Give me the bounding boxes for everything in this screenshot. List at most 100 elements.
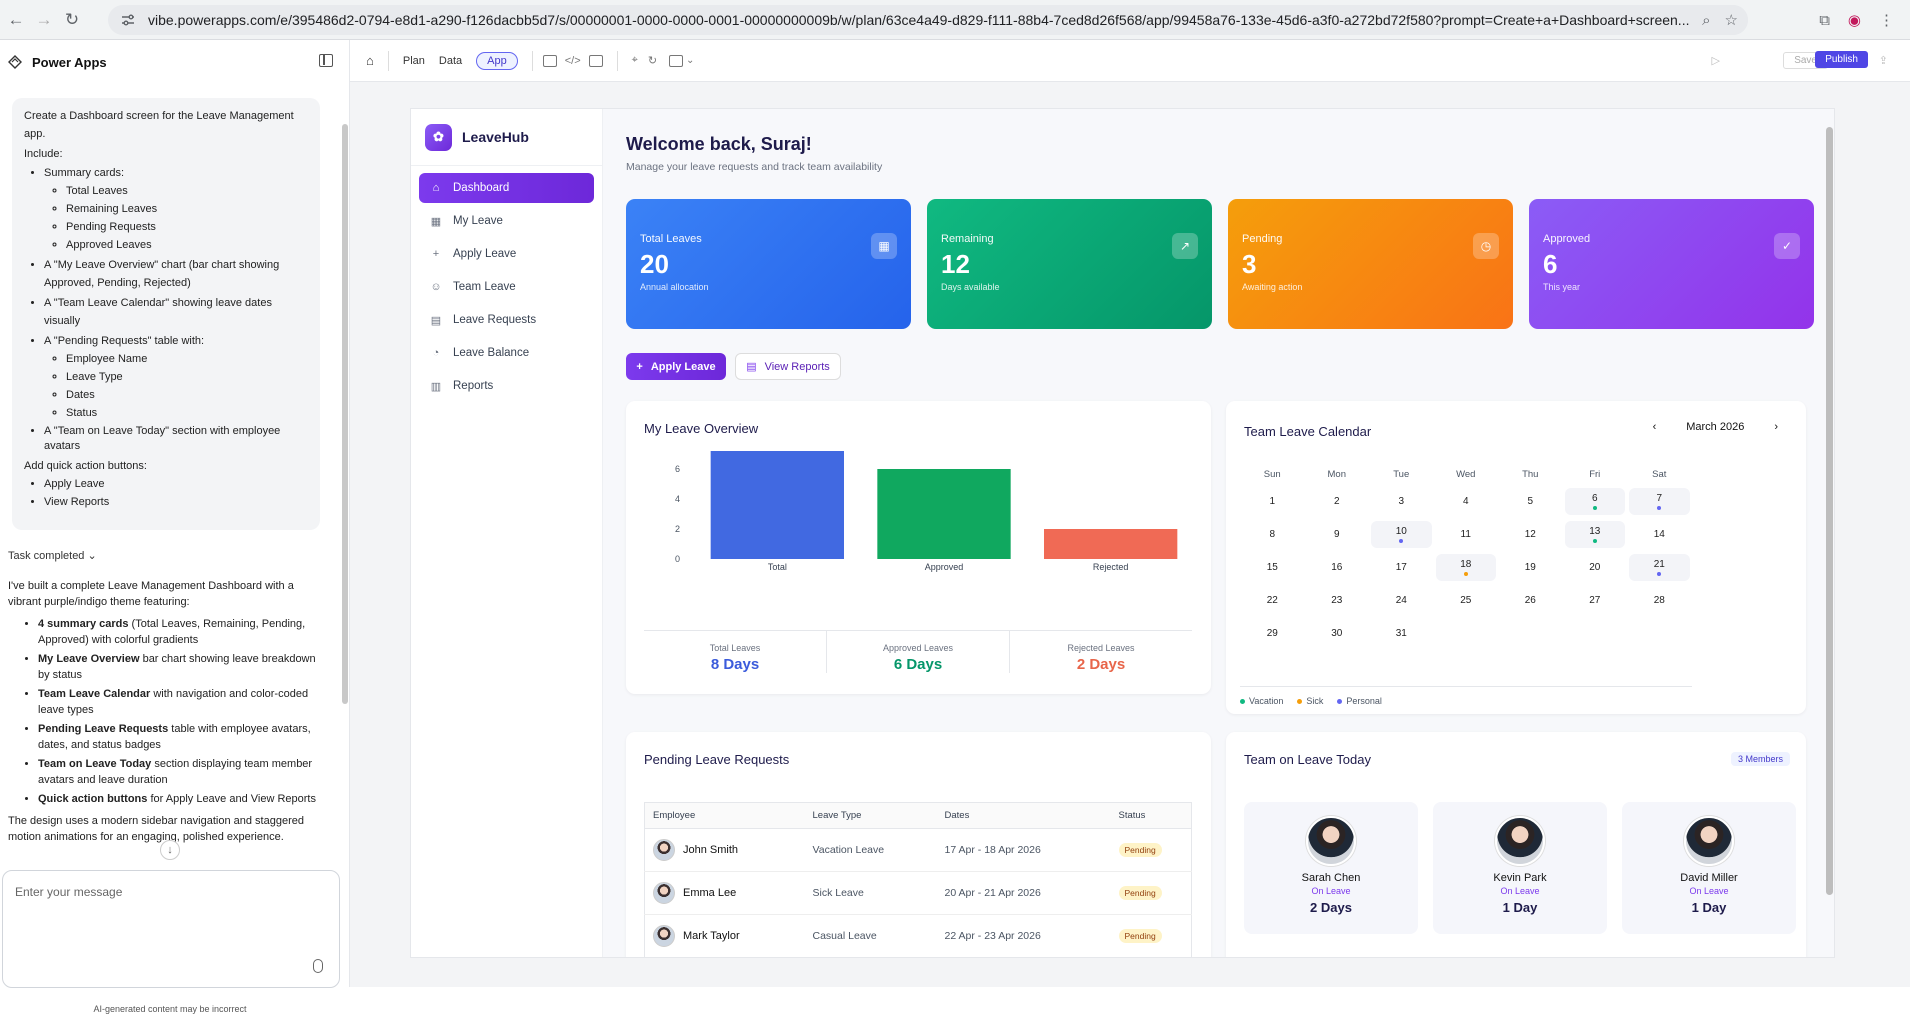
summary-card-total leaves[interactable]: Total Leaves 20 Annual allocation ▦ <box>626 199 911 329</box>
device-icon[interactable] <box>669 54 684 67</box>
calendar-day[interactable]: 27 <box>1563 584 1628 617</box>
canvas-scrollbar[interactable] <box>1824 119 1834 944</box>
site-settings-icon[interactable] <box>120 12 136 28</box>
scroll-down-icon[interactable]: ↓ <box>160 840 180 860</box>
column-header: Employee <box>644 802 805 829</box>
legend-label: Personal <box>1346 696 1382 706</box>
card-label: Pending <box>1242 233 1283 245</box>
calendar-day[interactable]: 17 <box>1369 551 1434 584</box>
prompt-item-text: A "Pending Requests" table with: <box>44 335 205 347</box>
chevron-left-icon[interactable]: ‹ <box>1652 421 1657 433</box>
table-row[interactable]: Emma Lee Sick Leave 20 Apr - 21 Apr 2026 Pe… <box>644 871 1192 915</box>
clipboard-icon: ▤ <box>430 314 442 327</box>
calendar-day[interactable]: 29 <box>1240 617 1305 650</box>
chevron-down-icon[interactable]: ⌄ <box>686 55 695 66</box>
code-icon[interactable]: </> <box>564 54 581 67</box>
sidebar-item-label: Apply Leave <box>453 248 517 260</box>
message-input[interactable]: Enter your message <box>2 870 340 988</box>
bar-total[interactable] <box>710 451 844 559</box>
microphone-icon[interactable] <box>313 959 323 973</box>
preview-icon[interactable] <box>542 54 557 67</box>
summary-card-remaining[interactable]: Remaining 12 Days available ↗ <box>927 199 1212 329</box>
calendar-day[interactable]: 3 <box>1369 485 1434 518</box>
scrollbar-thumb[interactable] <box>1826 127 1833 895</box>
table-row[interactable]: John Smith Vacation Leave 17 Apr - 18 Apr … <box>644 828 1192 872</box>
bookmark-star-icon[interactable]: ☆ <box>1724 12 1738 29</box>
sidebar-item-my-leave[interactable]: ▦ My Leave <box>419 206 594 236</box>
forward-icon[interactable]: → <box>35 9 53 29</box>
calendar-day[interactable]: 14 <box>1627 518 1692 551</box>
sidebar-item-apply-leave[interactable]: + Apply Leave <box>419 239 594 269</box>
collapse-panel-icon[interactable] <box>319 54 333 67</box>
panel-scrollbar[interactable] <box>342 124 348 704</box>
chevron-right-icon[interactable]: › <box>1774 421 1778 433</box>
team-member-card[interactable]: Sarah Chen On Leave 2 Days <box>1244 802 1418 934</box>
publish-button[interactable]: Publish <box>1815 51 1868 68</box>
table-row[interactable]: Mark Taylor Casual Leave 22 Apr - 23 Apr 2… <box>644 914 1192 957</box>
home-icon[interactable]: ⌂ <box>366 53 374 68</box>
calendar-day[interactable]: 28 <box>1627 584 1692 617</box>
tab-plan[interactable]: Plan <box>402 54 425 67</box>
calendar-day[interactable]: 16 <box>1305 551 1370 584</box>
calendar-day[interactable]: 7 <box>1627 485 1692 518</box>
calendar-day[interactable]: 30 <box>1305 617 1370 650</box>
calendar-day[interactable]: 22 <box>1240 584 1305 617</box>
back-icon[interactable]: ← <box>7 9 25 29</box>
sidebar-item-team-leave[interactable]: ☺ Team Leave <box>419 272 594 302</box>
team-member-card[interactable]: Kevin Park On Leave 1 Day <box>1433 802 1607 934</box>
calendar-day[interactable]: 15 <box>1240 551 1305 584</box>
calendar-day[interactable]: 13 <box>1563 518 1628 551</box>
tab-data[interactable]: Data <box>438 54 463 67</box>
calendar-day[interactable]: 4 <box>1434 485 1499 518</box>
view-reports-button[interactable]: ▤ View Reports <box>735 353 841 380</box>
profile-icon[interactable]: ◉ <box>1847 12 1861 29</box>
reload-icon[interactable]: ↻ <box>64 9 80 29</box>
address-bar[interactable]: vibe.powerapps.com/e/395486d2-0794-e8d1-… <box>108 5 1748 35</box>
sidebar-item-dashboard[interactable]: ⌂ Dashboard <box>419 173 594 203</box>
calendar-day[interactable]: 2 <box>1305 485 1370 518</box>
summary-card-approved[interactable]: Approved 6 This year ✓ <box>1529 199 1814 329</box>
sidebar-item-leave-requests[interactable]: ▤ Leave Requests <box>419 305 594 335</box>
task-status[interactable]: Task completed ⌄ <box>8 549 97 562</box>
calendar-day[interactable]: 26 <box>1498 584 1563 617</box>
calendar-day[interactable]: 20 <box>1563 551 1628 584</box>
calendar-day[interactable]: 11 <box>1434 518 1499 551</box>
refresh-icon[interactable]: ↻ <box>647 55 658 67</box>
calendar-day[interactable]: 10 <box>1369 518 1434 551</box>
member-name: Sarah Chen <box>1301 872 1361 884</box>
sidebar-item-leave-balance[interactable]: ◔ Leave Balance <box>419 338 594 368</box>
play-icon[interactable]: ▷ <box>1711 55 1720 67</box>
calendar-day[interactable]: 6 <box>1563 485 1628 518</box>
share-icon[interactable]: ⇪ <box>1878 55 1888 67</box>
calendar-day-number: 26 <box>1524 595 1536 606</box>
sidebar-item-reports[interactable]: ▥ Reports <box>419 371 594 401</box>
summary-card-pending[interactable]: Pending 3 Awaiting action ◷ <box>1228 199 1513 329</box>
calendar-day[interactable]: 23 <box>1305 584 1370 617</box>
calendar-day[interactable]: 5 <box>1498 485 1563 518</box>
calendar-day[interactable]: 21 <box>1627 551 1692 584</box>
calendar-day[interactable]: 8 <box>1240 518 1305 551</box>
calendar-day[interactable]: 12 <box>1498 518 1563 551</box>
url-text[interactable]: vibe.powerapps.com/e/395486d2-0794-e8d1-… <box>148 12 1690 28</box>
split-view-icon[interactable] <box>588 54 603 67</box>
tab-app[interactable]: App <box>476 51 518 70</box>
card-label: Total Leaves <box>640 233 702 245</box>
bar-approved[interactable] <box>877 469 1011 559</box>
bar-rejected[interactable] <box>1044 529 1178 559</box>
select-pointer-icon[interactable]: ⌖ <box>631 54 638 66</box>
calendar-day[interactable]: 24 <box>1369 584 1434 617</box>
team-member-card[interactable]: David Miller On Leave 1 Day <box>1622 802 1796 934</box>
extensions-icon[interactable]: ⧉ <box>1819 11 1830 29</box>
calendar-day[interactable]: 25 <box>1434 584 1499 617</box>
calendar-day[interactable]: 1 <box>1240 485 1305 518</box>
apply-leave-button[interactable]: + Apply Leave <box>626 353 726 380</box>
calendar-day[interactable]: 18 <box>1434 551 1499 584</box>
calendar-day-number: 2 <box>1333 496 1340 507</box>
member-status: On Leave <box>1689 886 1729 896</box>
calendar-day[interactable]: 9 <box>1305 518 1370 551</box>
menu-icon[interactable]: ⋮ <box>1879 12 1894 29</box>
member-status: On Leave <box>1311 886 1351 896</box>
calendar-day[interactable]: 19 <box>1498 551 1563 584</box>
calendar-day[interactable]: 31 <box>1369 617 1434 650</box>
zoom-icon[interactable]: ⌕ <box>1702 11 1711 29</box>
